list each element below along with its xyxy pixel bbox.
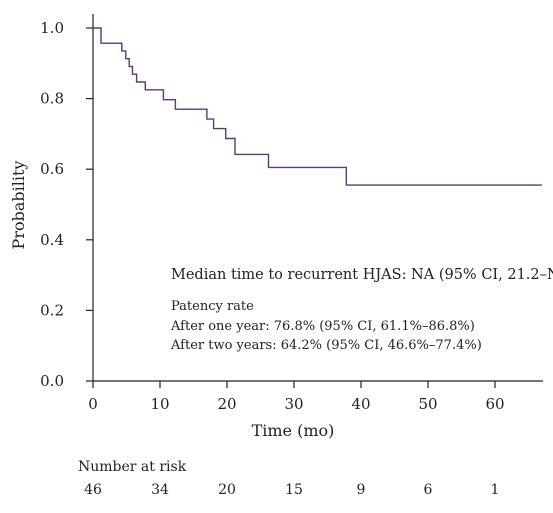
y-axis-title: Probability: [9, 161, 28, 250]
risk-count: 6: [424, 482, 433, 498]
y-tick-label: 0.8: [40, 90, 64, 108]
x-tick-label: 10: [150, 395, 169, 413]
risk-count: 9: [357, 482, 366, 498]
patency-title: Patency rate: [171, 299, 254, 314]
risk-count: 20: [218, 482, 236, 498]
x-ticks: 0 10 20 30 40 50 60: [88, 381, 505, 413]
x-tick-label: 0: [88, 395, 98, 413]
patency-one-year: After one year: 76.8% (95% CI, 61.1%–86.…: [170, 319, 475, 334]
x-tick-label: 30: [284, 395, 303, 413]
y-tick-label: 1.0: [40, 19, 64, 37]
y-ticks: 0.0 0.2 0.4 0.6 0.8 1.0: [40, 19, 93, 390]
risk-count: 46: [84, 482, 102, 498]
x-tick-label: 40: [351, 395, 370, 413]
y-tick-label: 0.4: [40, 231, 64, 249]
x-axis-title: Time (mo): [252, 421, 335, 440]
risk-table-counts: 46 34 20 15 9 6 1: [84, 482, 499, 498]
y-tick-label: 0.0: [40, 372, 64, 390]
x-tick-label: 20: [217, 395, 236, 413]
x-tick-label: 60: [485, 395, 504, 413]
axes: [92, 14, 543, 382]
risk-count: 34: [151, 482, 169, 498]
risk-count: 1: [491, 482, 500, 498]
risk-table-title: Number at risk: [78, 459, 187, 475]
km-survival-curve: [93, 27, 542, 186]
median-annotation: Median time to recurrent HJAS: NA (95% C…: [171, 267, 553, 283]
y-tick-label: 0.6: [40, 160, 64, 178]
y-tick-label: 0.2: [40, 301, 64, 319]
risk-count: 15: [285, 482, 303, 498]
patency-two-year: After two years: 64.2% (95% CI, 46.6%–77…: [170, 338, 482, 353]
x-tick-label: 50: [418, 395, 437, 413]
